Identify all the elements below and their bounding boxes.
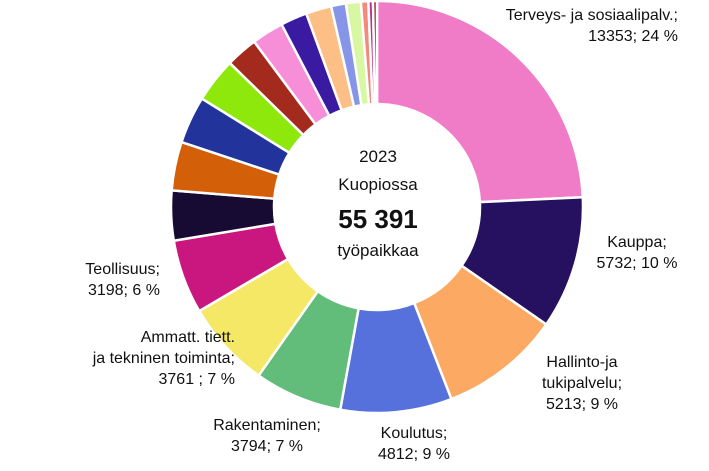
slice-labels: Terveys- ja sosiaalipalv.; 13353; 24 % Kau… (85, 7, 678, 463)
slice-label-3: Koulutus; 4812; 9 % (378, 425, 450, 463)
center-total: 55 391 (338, 204, 418, 234)
slice-label-1: Kauppa; 5732; 10 % (597, 234, 678, 272)
slice-label-line: Rakentaminen; (213, 417, 321, 434)
slice-label-line: tukipalvelu; (542, 375, 622, 392)
slice-label-line: 4812; 9 % (378, 446, 450, 463)
slice-label-line: 3198; 6 % (88, 282, 160, 299)
slice-label-5: Ammatt. tiett. ja tekninen toiminta; 3761 … (92, 329, 235, 388)
slice-label-line: 5213; 9 % (546, 396, 618, 413)
slice-0 (375, 0, 585, 204)
slice-label-line: ja tekninen toiminta; (92, 350, 235, 367)
center-year: 2023 (359, 147, 397, 166)
donut-slices (169, 0, 585, 415)
slice-label-4: Rakentaminen; 3794; 7 % (213, 417, 321, 455)
slice-label-2: Hallinto-ja tukipalvelu; 5213; 9 % (542, 354, 622, 413)
slice-label-line: Terveys- ja sosiaalipalv.; (506, 7, 678, 24)
center-unit: työpaikkaa (337, 241, 419, 260)
slice-label-line: Kauppa; (607, 234, 667, 251)
slice-label-0: Terveys- ja sosiaalipalv.; 13353; 24 % (506, 7, 678, 45)
slice-label-line: Ammatt. tiett. (141, 329, 235, 346)
slice-19 (371, 0, 379, 106)
slice-label-line: 3761 ; 7 % (159, 371, 236, 388)
slice-label-6: Teollisuus; 3198; 6 % (85, 261, 160, 299)
slice-label-line: 13353; 24 % (588, 28, 678, 45)
slice-label-line: 5732; 10 % (597, 255, 678, 272)
center-place: Kuopiossa (338, 175, 418, 194)
donut-center-text: 2023 Kuopiossa 55 391 työpaikkaa (337, 147, 419, 260)
slice-label-line: 3794; 7 % (231, 438, 303, 455)
slice-label-line: Koulutus; (381, 425, 448, 442)
slice-label-line: Teollisuus; (85, 261, 160, 278)
slice-label-line: Hallinto-ja (546, 354, 617, 371)
